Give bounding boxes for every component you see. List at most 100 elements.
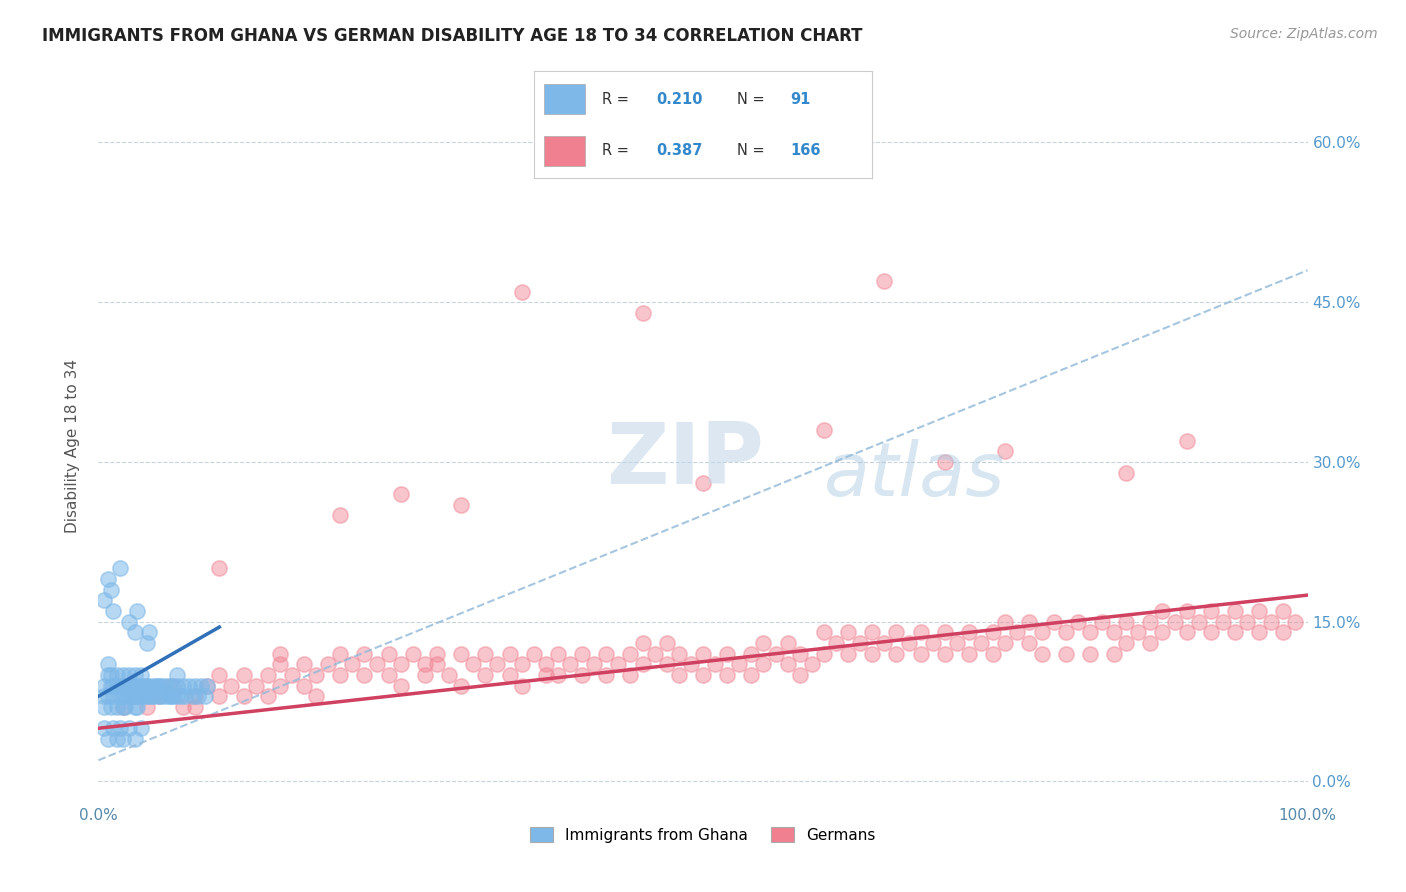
- Point: [631, 657, 654, 672]
- Point: [256, 668, 278, 682]
- Point: [269, 657, 291, 672]
- Point: [145, 679, 167, 693]
- Point: [143, 679, 166, 693]
- Point: [510, 285, 533, 299]
- Text: N =: N =: [737, 92, 769, 107]
- Point: [184, 679, 207, 693]
- Point: [1067, 615, 1090, 629]
- Point: [873, 274, 896, 288]
- Point: [97, 690, 120, 704]
- Point: [655, 636, 678, 650]
- Point: [256, 690, 278, 704]
- Point: [1031, 647, 1053, 661]
- Point: [97, 731, 120, 746]
- Point: [1102, 625, 1125, 640]
- Point: [486, 657, 509, 672]
- Point: [619, 647, 641, 661]
- Point: [127, 690, 149, 704]
- Point: [631, 636, 654, 650]
- Point: [135, 636, 157, 650]
- Point: [157, 679, 180, 693]
- Point: [463, 657, 485, 672]
- Point: [100, 668, 122, 682]
- Point: [957, 647, 980, 661]
- Point: [150, 679, 173, 693]
- Point: [981, 647, 1004, 661]
- Point: [184, 690, 207, 704]
- Point: [105, 668, 128, 682]
- Point: [776, 636, 799, 650]
- Point: [1212, 615, 1234, 629]
- Point: [124, 625, 146, 640]
- Point: [353, 647, 375, 661]
- Point: [129, 668, 152, 682]
- Point: [740, 668, 762, 682]
- Bar: [544, 136, 585, 166]
- Point: [1139, 636, 1161, 650]
- Point: [450, 679, 472, 693]
- Point: [100, 582, 122, 597]
- Point: [692, 476, 714, 491]
- Point: [316, 657, 339, 672]
- Point: [269, 647, 291, 661]
- Point: [716, 647, 738, 661]
- Point: [105, 700, 128, 714]
- Point: [1249, 625, 1271, 640]
- Point: [800, 657, 823, 672]
- Point: [1115, 466, 1137, 480]
- Point: [523, 647, 546, 661]
- Point: [101, 604, 124, 618]
- Point: [534, 668, 557, 682]
- Point: [583, 657, 606, 672]
- Text: 166: 166: [790, 143, 821, 158]
- Text: ZIP: ZIP: [606, 418, 763, 502]
- Point: [946, 636, 969, 650]
- Point: [1223, 604, 1246, 618]
- Point: [692, 647, 714, 661]
- Point: [135, 690, 157, 704]
- Point: [93, 700, 115, 714]
- Point: [1236, 615, 1258, 629]
- Point: [232, 668, 254, 682]
- Point: [127, 604, 149, 618]
- Point: [1078, 647, 1101, 661]
- Point: [172, 679, 194, 693]
- Point: [114, 690, 136, 704]
- Point: [281, 668, 304, 682]
- Point: [1115, 636, 1137, 650]
- Point: [190, 679, 212, 693]
- Point: [111, 700, 134, 714]
- Point: [101, 690, 124, 704]
- Point: [100, 679, 122, 693]
- Point: [93, 679, 115, 693]
- Y-axis label: Disability Age 18 to 34: Disability Age 18 to 34: [65, 359, 80, 533]
- Point: [353, 668, 375, 682]
- Point: [655, 657, 678, 672]
- Point: [377, 668, 399, 682]
- Point: [619, 668, 641, 682]
- Text: 0.210: 0.210: [655, 92, 702, 107]
- Point: [118, 690, 141, 704]
- Point: [111, 731, 134, 746]
- Point: [934, 455, 956, 469]
- Point: [389, 487, 412, 501]
- Point: [366, 657, 388, 672]
- Point: [135, 679, 157, 693]
- Point: [426, 657, 449, 672]
- Point: [994, 615, 1017, 629]
- Point: [169, 690, 191, 704]
- Point: [813, 423, 835, 437]
- Point: [138, 690, 160, 704]
- Point: [1284, 615, 1306, 629]
- Point: [129, 679, 152, 693]
- Point: [437, 668, 460, 682]
- Point: [860, 647, 883, 661]
- Point: [595, 668, 617, 682]
- Point: [305, 690, 328, 704]
- Text: 91: 91: [790, 92, 811, 107]
- Point: [765, 647, 787, 661]
- Point: [837, 647, 859, 661]
- Point: [141, 690, 163, 704]
- Point: [776, 657, 799, 672]
- Point: [134, 679, 156, 693]
